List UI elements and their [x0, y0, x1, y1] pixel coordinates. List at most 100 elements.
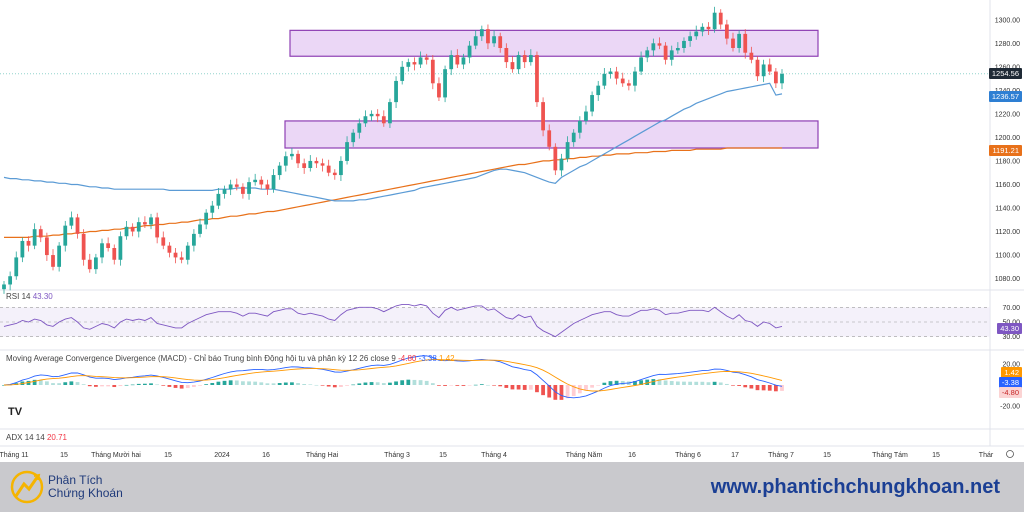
candle-body: [308, 160, 313, 168]
macd-histogram-bar: [498, 385, 503, 387]
candle-body: [449, 55, 454, 70]
macd-histogram-bar: [357, 383, 362, 385]
macd-histogram-bar: [32, 379, 37, 385]
macd-histogram-bar: [179, 385, 184, 389]
macd-histogram-bar: [94, 385, 98, 387]
macd-histogram-bar: [210, 382, 215, 385]
price-tick-label: 1100.00: [995, 253, 1020, 260]
macd-histogram-bar: [688, 381, 692, 385]
macd-histogram-bar: [234, 380, 239, 385]
macd-histogram-bar: [504, 385, 509, 388]
macd-histogram-bar: [443, 385, 447, 386]
candle-body: [375, 113, 380, 117]
website-link[interactable]: www.phantichchungkhoan.net: [710, 476, 1000, 498]
macd-signal-tag: 1.42: [1001, 367, 1022, 378]
candle-body: [277, 165, 282, 176]
candle-body: [535, 55, 539, 103]
candle-body: [167, 245, 172, 253]
candle-body: [584, 111, 588, 121]
rsi-line: [3, 303, 783, 338]
last-price-tag: 1254.56: [988, 68, 1022, 79]
candle-body: [357, 123, 362, 133]
time-tick-label: Tháng 6: [675, 452, 701, 459]
candle-body: [553, 146, 558, 171]
candle-body: [682, 40, 686, 48]
candle-body: [106, 243, 111, 248]
macd-histogram-bar: [608, 381, 613, 385]
candle-body: [718, 12, 723, 25]
candle-body: [443, 69, 447, 98]
macd-histogram-bar: [130, 384, 135, 386]
candle-body: [118, 236, 123, 260]
macd-histogram-bar: [339, 385, 343, 388]
candle-body: [198, 224, 202, 234]
candle-body: [112, 248, 117, 260]
candle-body: [320, 163, 325, 166]
candle-body: [712, 12, 717, 30]
candle-body: [185, 245, 190, 260]
candle-body: [767, 64, 772, 72]
macd-histogram-bar: [259, 382, 264, 385]
candle-body: [516, 55, 521, 70]
macd-histogram-bar: [749, 385, 754, 389]
settings-gear-icon[interactable]: [1006, 450, 1014, 458]
macd-histogram-bar: [639, 380, 643, 385]
time-tick-label: 15: [60, 452, 68, 459]
macd-histogram-bar: [57, 383, 62, 385]
candle-body: [608, 71, 613, 74]
candle-body: [731, 38, 735, 48]
macd-histogram-bar: [149, 383, 153, 385]
macd-histogram-bar: [430, 383, 435, 385]
rsi-tick-label: 70.00: [1002, 305, 1020, 312]
time-tick-label: Tháng 4: [481, 452, 507, 459]
candle-body: [381, 116, 386, 124]
macd-histogram-bar: [669, 381, 674, 385]
candle-body: [155, 217, 160, 238]
macd-histogram-bar: [136, 383, 141, 385]
candle-body: [492, 36, 496, 44]
time-tick-label: 16: [628, 452, 636, 459]
candle-body: [234, 184, 239, 187]
macd-histogram-bar: [124, 384, 129, 386]
macd-histogram-bar: [277, 383, 282, 385]
candle-body: [283, 156, 288, 166]
macd-histogram-bar: [87, 385, 92, 387]
macd-histogram-bar: [363, 382, 368, 385]
price-tick-label: 1260.00: [995, 64, 1020, 71]
macd-histogram-bar: [265, 383, 270, 385]
candle-body: [20, 240, 25, 258]
macd-histogram-bar: [388, 382, 392, 385]
macd-histogram-bar: [657, 379, 662, 385]
macd-histogram-bar: [143, 383, 147, 385]
candle-body: [510, 62, 515, 70]
candle-body: [467, 45, 472, 58]
price-tick-label: 1120.00: [995, 229, 1020, 236]
macd-histogram-bar: [345, 385, 349, 386]
footer-bar: [0, 462, 1024, 512]
time-tick-label: 2024: [214, 452, 230, 459]
candle-body: [51, 255, 55, 267]
candle-body: [296, 153, 300, 164]
macd-histogram-bar: [81, 384, 86, 385]
macd-tick-label: 20.00: [1002, 362, 1020, 369]
macd-histogram-bar: [63, 382, 68, 385]
macd-histogram-bar: [590, 385, 594, 388]
candle-body: [504, 48, 509, 63]
candle-body: [565, 142, 570, 159]
rsi-value-tag: 43.30: [997, 323, 1022, 334]
candle-body: [486, 29, 490, 44]
candle-body: [669, 50, 674, 60]
candle-body: [369, 113, 374, 117]
candle-body: [124, 226, 129, 237]
macd-histogram-bar: [271, 383, 276, 385]
macd-histogram-bar: [682, 381, 686, 385]
candle-body: [547, 130, 552, 147]
candle-body: [339, 160, 343, 176]
macd-histogram-bar: [394, 381, 398, 385]
macd-histogram-bar: [112, 385, 117, 388]
macd-histogram-bar: [467, 385, 472, 386]
candle-body: [743, 33, 748, 53]
macd-histogram-bar: [602, 382, 607, 385]
candle-body: [412, 62, 417, 65]
macd-histogram-bar: [418, 380, 423, 385]
